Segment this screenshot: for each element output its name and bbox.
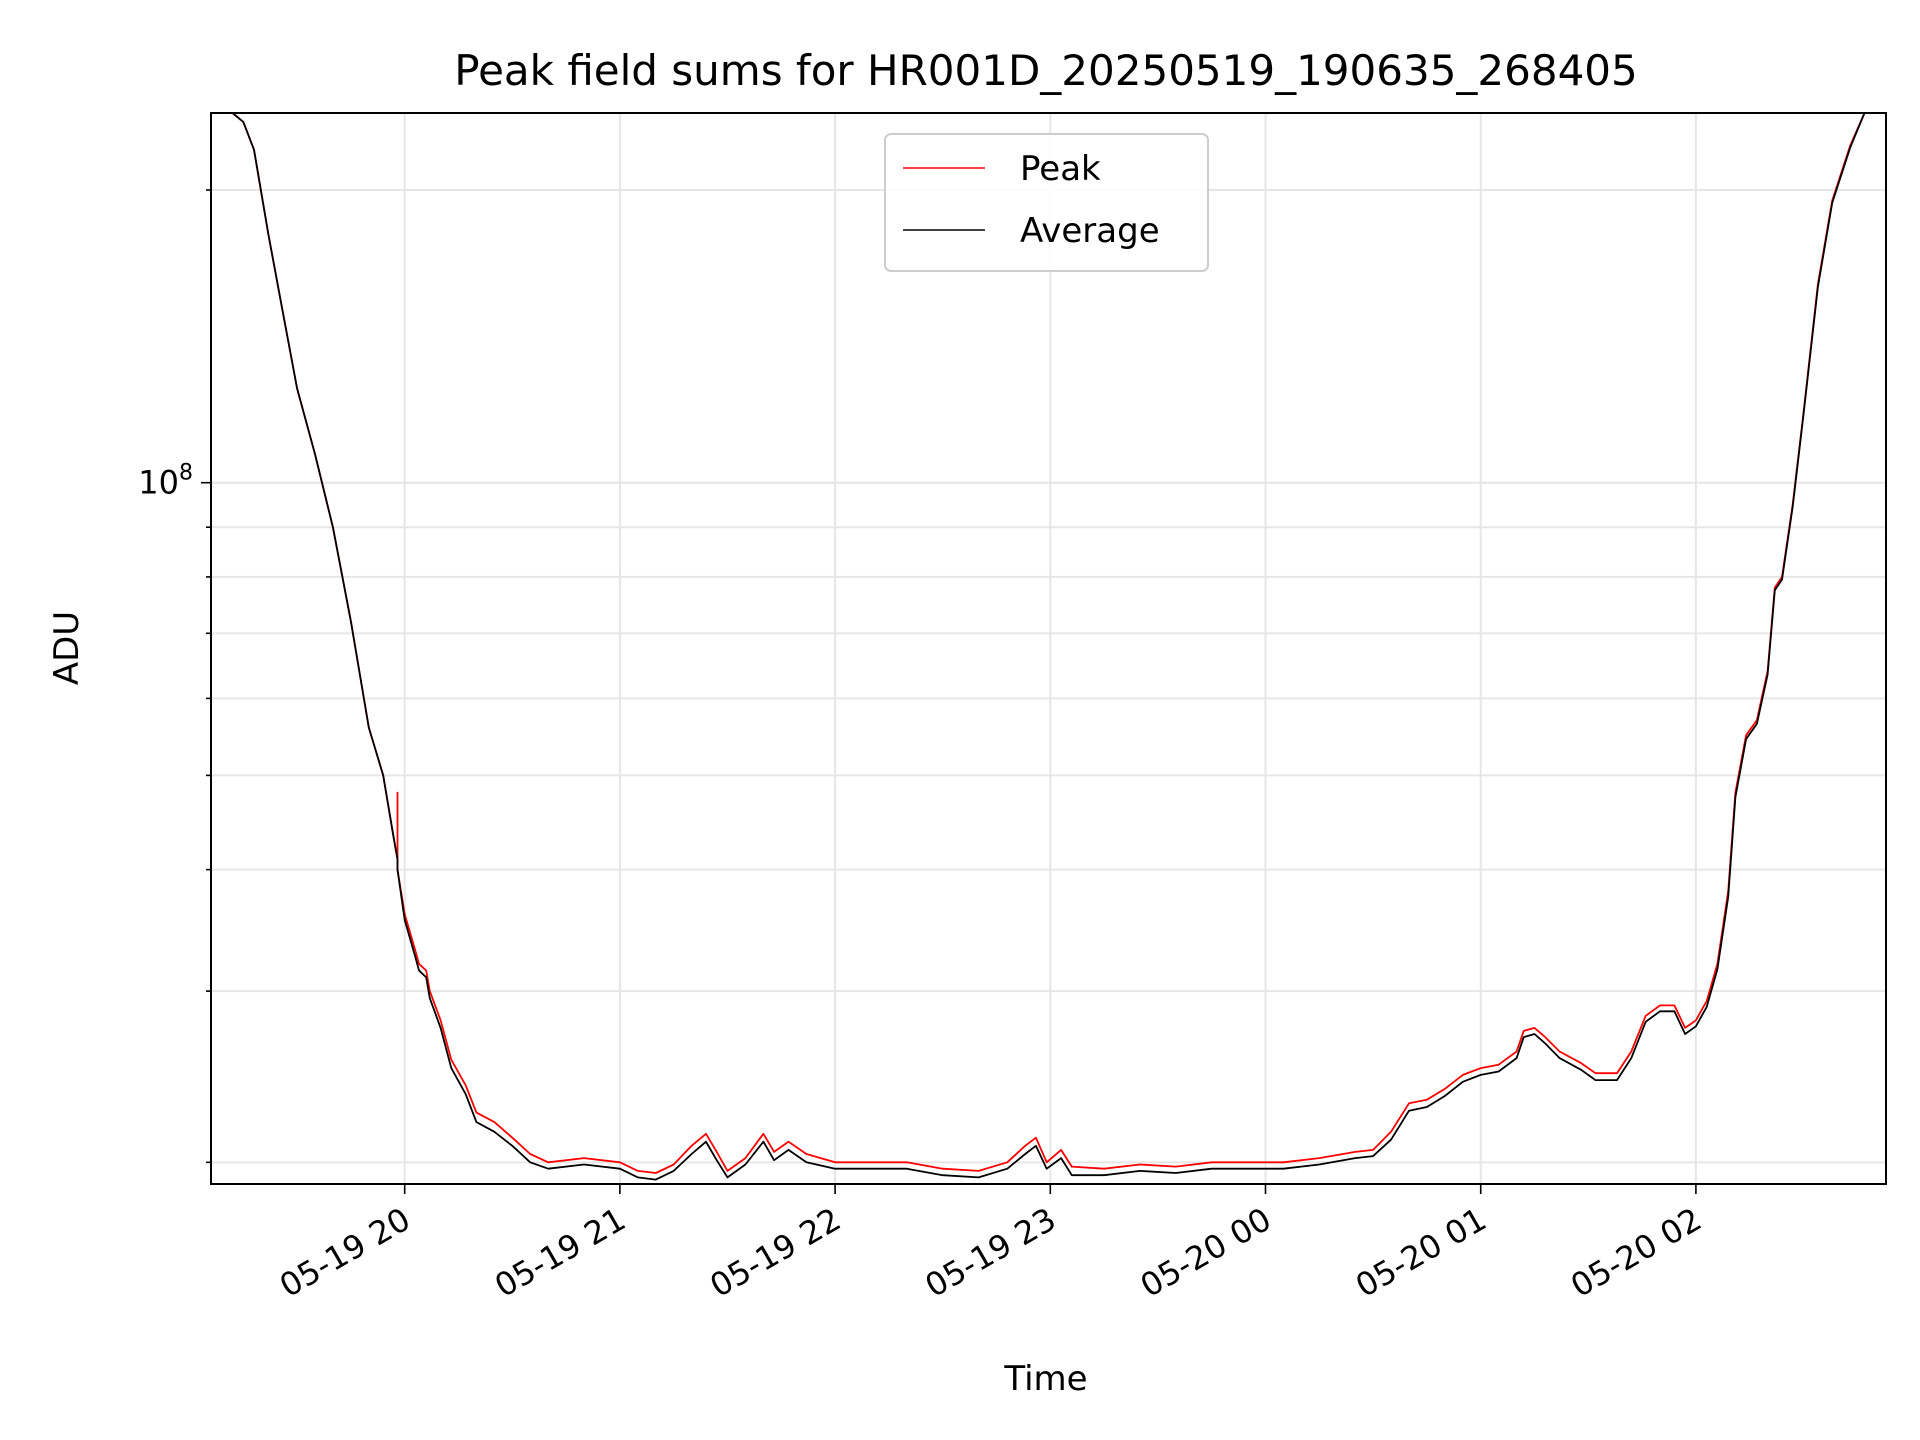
legend-label-average: Average [1020, 211, 1160, 251]
series-line-peak [211, 112, 1866, 1174]
legend: Peak Average [884, 133, 1209, 272]
legend-label-peak: Peak [1020, 149, 1101, 189]
series-group [211, 112, 1866, 1181]
y-axis-label: ADU [47, 611, 87, 685]
x-axis-label: Time [1003, 1359, 1087, 1399]
chart-title: Peak field sums for HR001D_20250519_1906… [454, 46, 1638, 95]
series-line-average [211, 112, 1866, 1181]
plot-frame [210, 112, 1887, 1185]
grid [211, 113, 1886, 1184]
